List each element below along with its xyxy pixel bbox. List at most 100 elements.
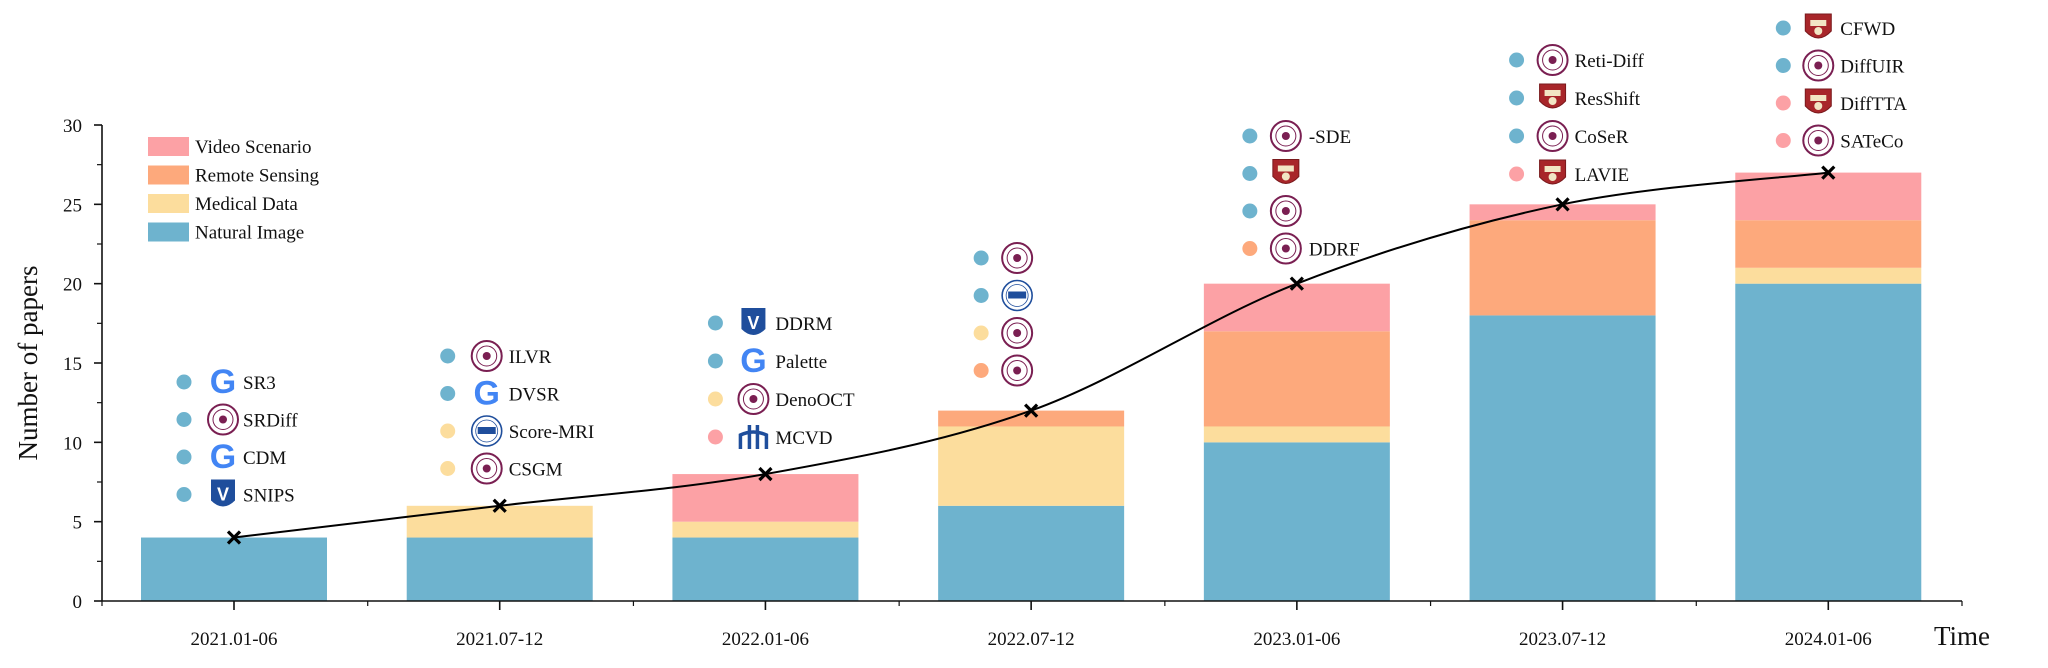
legend-item-natural-image: Natural Image [148,222,304,244]
google-logo-icon: G [210,438,236,476]
paper-item: G DVSR [440,375,560,413]
bar-medical-data-4 [1203,426,1390,443]
annotation-group-2022.01-06: V DDRM G Palette DenoOCT MCVD [707,308,855,449]
bar-remote-sensing-5 [1469,220,1656,316]
bar-medical-data-3 [938,426,1125,506]
paper-label: SR3 [243,373,276,394]
x-tick-label: 2024.01-06 [1785,629,1872,650]
university-seal-icon [1269,232,1302,265]
category-dot [176,374,192,390]
paper-label: SNIPS [243,486,295,507]
legend: Video Scenario Remote Sensing Medical Data… [148,137,320,244]
technion-logo-icon: V [741,308,766,335]
paper-item [973,242,1034,274]
y-axis-label: Number of papers [13,266,43,461]
paper-label: ILVR [509,347,552,368]
paper-item [973,354,1034,387]
paper-label: DiffUIR [1840,57,1904,78]
paper-label: Palette [775,352,827,373]
paper-label: -SDE [1309,127,1351,148]
paper-label: CDM [243,448,286,469]
paper-item [973,317,1034,349]
bar-natural-image-5 [1469,315,1656,601]
category-dot [440,348,456,364]
y-tick-label: 20 [63,275,82,296]
paper-item: MCVD [707,425,832,449]
paper-item: LAVIE [1509,159,1630,186]
university-seal-icon [1001,354,1034,387]
paper-annotations: G SR3 SRDiff G CDM V SNIPS ILVR G DVSR Score-MRI CS… [176,13,1907,507]
bar-video-scenario-2 [672,474,859,522]
university-seal-icon [1802,124,1835,157]
legend-swatch [148,137,189,156]
legend-swatch [148,222,189,242]
paper-item [973,279,1033,312]
university-seal-icon [1269,195,1302,227]
x-tick-label: 2023.01-06 [1253,629,1340,650]
google-logo-icon: G [473,375,499,413]
paper-label: CFWD [1840,19,1895,40]
paper-item: DiffTTA [1775,88,1907,115]
university-seal-icon [737,383,770,415]
svg-text:V: V [747,313,759,333]
bar-video-scenario-5 [1469,204,1656,221]
university-seal-icon [470,452,503,485]
university-shield-icon [1539,83,1567,109]
bar-medical-data-2 [672,521,859,538]
paper-item: G SR3 [176,363,276,401]
university-shield-icon [1539,159,1567,185]
category-dot [440,386,456,401]
category-dot [440,461,456,476]
paper-label: DiffTTA [1840,94,1907,115]
bar-video-scenario-4 [1203,283,1390,332]
category-dot [1509,166,1525,182]
legend-swatch [148,194,189,213]
x-axis-label: Time [1934,621,1990,651]
ticks-layer: 0 5 10 15 20 25 30 2021.01-06 2021.07-12 2022.01-… [63,116,1963,650]
university-seal-icon [1536,44,1569,76]
category-dot [1509,90,1525,106]
university-shield-icon [1804,88,1832,114]
legend-swatch [148,165,189,185]
category-dot [1775,133,1791,148]
trend-line-layer [226,165,1836,545]
paper-label: MCVD [775,428,832,449]
paper-label: LAVIE [1575,165,1630,186]
bar-natural-image-4 [1203,442,1390,601]
category-dot [1775,20,1791,36]
google-logo-icon: G [210,363,236,401]
svg-text:G: G [473,375,499,413]
legend-item-remote-sensing: Remote Sensing [148,165,320,187]
paper-item: -SDE [1242,120,1351,152]
category-dot [707,391,723,407]
x-tick-label: 2023.07-12 [1519,629,1606,650]
bar-natural-image-3 [938,505,1125,601]
university-seal-icon [1001,242,1034,274]
paper-item [1242,195,1302,227]
x-tick-label: 2022.07-12 [988,629,1075,650]
legend-label: Medical Data [195,194,298,215]
paper-label: CSGM [509,460,563,481]
university-shield-icon [1272,159,1300,184]
bar-natural-image-6 [1735,283,1922,601]
category-dot [973,250,989,266]
paper-item: SRDiff [176,403,298,436]
paper-item [1242,159,1300,184]
category-dot [1242,203,1258,219]
annotation-group-2023.01-06: -SDE DDRF [1242,120,1360,265]
trend-marker [1289,276,1304,291]
annotation-group-2023.07-12: Reti-Diff ResShift CoSeR LAVIE [1509,44,1645,186]
paper-item: CSGM [440,452,563,485]
bar-natural-image-2 [672,537,859,601]
university-seal-icon [1802,49,1835,82]
annotation-group-2024.01-06: CFWD DiffUIR DiffTTA SATeCo [1775,13,1907,157]
trend-marker [226,530,242,545]
bar-remote-sensing-6 [1735,220,1922,268]
paper-item: DDRF [1242,232,1360,265]
paper-label: CoSeR [1575,127,1629,148]
svg-text:V: V [217,485,229,505]
kaist-seal-icon [1001,279,1033,312]
legend-item-medical-data: Medical Data [148,194,298,215]
